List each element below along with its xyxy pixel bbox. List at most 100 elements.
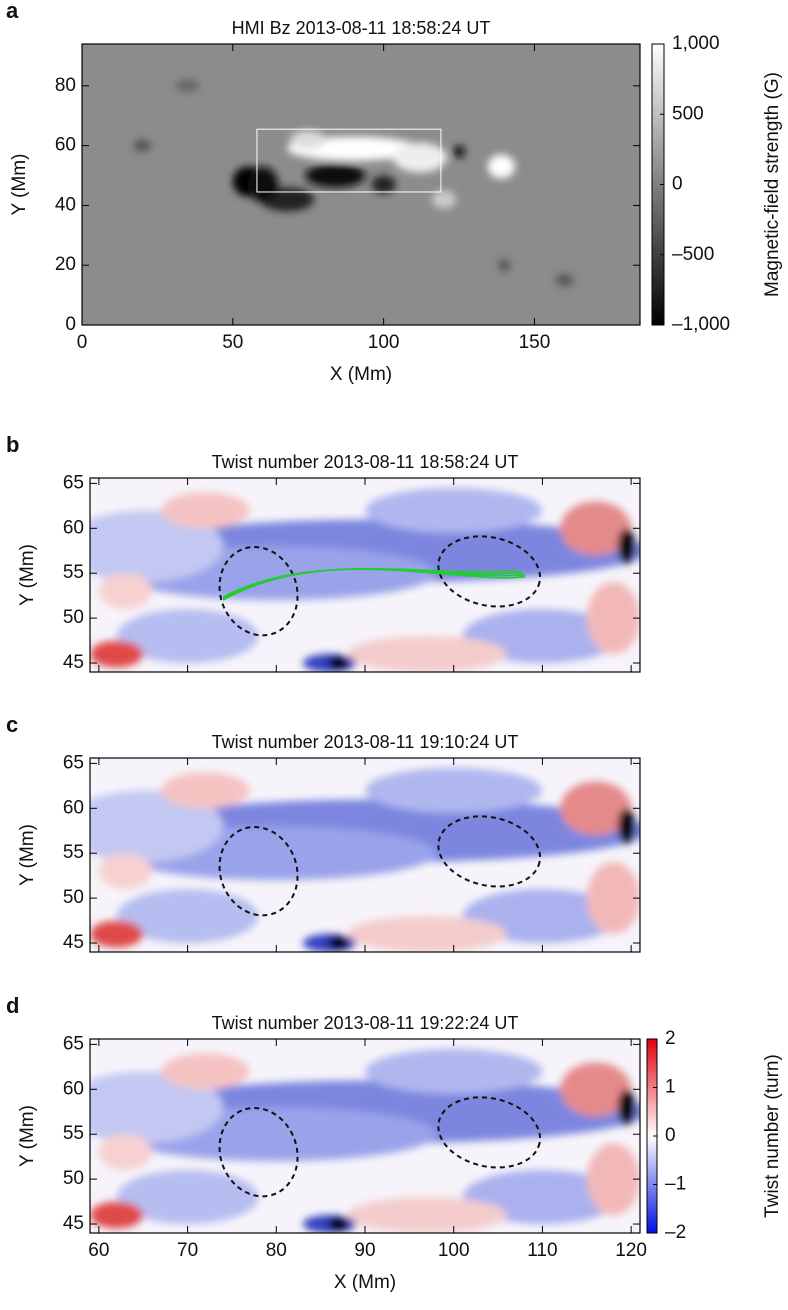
colorbar-tick-label: 1 bbox=[665, 1077, 676, 1098]
colorbar-tick-label: –2 bbox=[665, 1222, 686, 1243]
y-tick-label: 45 bbox=[63, 932, 84, 953]
panel: b Twist number 2013-08-11 18:58:24 UT 45 50… bbox=[6, 432, 641, 673]
texture-blob bbox=[90, 790, 224, 863]
x-tick-label: 0 bbox=[77, 332, 88, 353]
dashed-ellipse bbox=[437, 815, 542, 888]
texture-blob bbox=[160, 492, 250, 529]
x-tick-label: 110 bbox=[527, 1240, 557, 1261]
colorbar-tick-label: –1,000 bbox=[672, 314, 730, 335]
panel-letter: a bbox=[6, 0, 19, 23]
y-tick-label: 65 bbox=[63, 752, 84, 773]
texture-blob bbox=[586, 582, 640, 655]
texture-blob bbox=[98, 1134, 153, 1171]
colorbar-tick-label: 2 bbox=[665, 1028, 676, 1049]
texture-blob bbox=[617, 1089, 636, 1126]
image-texture bbox=[90, 487, 640, 672]
texture-blob bbox=[90, 640, 144, 668]
texture-blob bbox=[371, 175, 396, 194]
texture-blob bbox=[617, 528, 636, 565]
texture-blob bbox=[347, 916, 507, 952]
texture-blob bbox=[90, 510, 224, 583]
texture-blob bbox=[327, 935, 350, 951]
colorbar-tick-label: 0 bbox=[665, 1125, 676, 1146]
texture-blob bbox=[116, 609, 259, 664]
colorbar-label: Twist number (turn) bbox=[762, 1054, 783, 1218]
image-texture bbox=[133, 79, 574, 287]
panel: c Twist number 2013-08-11 19:10:24 UT 45 50… bbox=[6, 712, 641, 953]
texture-blob bbox=[487, 154, 515, 179]
panel: d Twist number 2013-08-11 19:22:24 UT 60 70… bbox=[6, 993, 783, 1293]
texture-blob bbox=[586, 1143, 640, 1216]
y-tick-label: 50 bbox=[63, 607, 84, 628]
y-axis-label: Y (Mm) bbox=[17, 544, 38, 606]
image-area bbox=[90, 758, 640, 952]
frame bbox=[81, 43, 641, 326]
texture-blob bbox=[365, 767, 543, 813]
y-tick-label: 60 bbox=[55, 135, 76, 156]
texture-blob bbox=[560, 781, 632, 836]
x-tick-label: 100 bbox=[438, 1240, 470, 1261]
texture-blob bbox=[90, 1201, 144, 1229]
texture-blob bbox=[160, 772, 250, 809]
x-tick-label: 120 bbox=[615, 1240, 647, 1261]
texture-blob bbox=[365, 1048, 543, 1094]
texture-blob bbox=[392, 142, 447, 173]
y-tick-label: 65 bbox=[63, 472, 84, 493]
y-tick-label: 55 bbox=[63, 562, 84, 583]
texture-blob bbox=[617, 808, 636, 845]
x-tick-label: 50 bbox=[222, 332, 243, 353]
colorbar-tick-label: –1 bbox=[665, 1174, 686, 1195]
image-texture bbox=[90, 1048, 640, 1233]
colorbar-tick-label: 1,000 bbox=[672, 33, 720, 54]
texture-blob bbox=[247, 166, 279, 203]
texture-blob bbox=[305, 163, 366, 188]
colorbar-tick-label: 0 bbox=[672, 174, 683, 195]
image-texture bbox=[90, 767, 640, 952]
image-area bbox=[90, 1039, 640, 1233]
x-axis-label: X (Mm) bbox=[330, 364, 392, 385]
texture-blob bbox=[555, 274, 574, 287]
image-area bbox=[82, 44, 640, 325]
texture-blob bbox=[560, 1062, 632, 1117]
y-tick-label: 45 bbox=[63, 1213, 84, 1234]
y-axis-label: Y (Mm) bbox=[17, 1105, 38, 1167]
x-tick-label: 70 bbox=[177, 1240, 198, 1261]
texture-blob bbox=[347, 1197, 507, 1233]
y-axis-label: Y (Mm) bbox=[17, 824, 38, 886]
texture-blob bbox=[431, 190, 457, 209]
texture-blob bbox=[98, 573, 153, 610]
texture-blob bbox=[327, 1216, 350, 1232]
panel-letter: c bbox=[6, 712, 18, 737]
y-tick-label: 0 bbox=[65, 314, 76, 335]
texture-blob bbox=[90, 920, 144, 948]
panel-title: Twist number 2013-08-11 19:10:24 UT bbox=[212, 732, 519, 752]
texture-blob bbox=[365, 487, 543, 533]
y-tick-label: 55 bbox=[63, 842, 84, 863]
texture-blob bbox=[452, 145, 466, 158]
y-tick-label: 20 bbox=[55, 254, 76, 275]
texture-blob bbox=[586, 862, 640, 935]
panel-letter: b bbox=[6, 432, 19, 457]
texture-blob bbox=[133, 139, 152, 152]
panel-title: HMI Bz 2013-08-11 18:58:24 UT bbox=[232, 18, 491, 38]
region-box bbox=[256, 128, 442, 193]
y-axis-label: Y (Mm) bbox=[9, 154, 30, 216]
field-line bbox=[222, 568, 525, 598]
dashed-ellipse bbox=[218, 1106, 299, 1198]
x-tick-label: 80 bbox=[266, 1240, 287, 1261]
y-tick-label: 60 bbox=[63, 797, 84, 818]
panel-letter: d bbox=[6, 993, 19, 1018]
panel-title: Twist number 2013-08-11 18:58:24 UT bbox=[212, 452, 519, 472]
x-tick-label: 100 bbox=[368, 332, 400, 353]
texture-blob bbox=[116, 889, 259, 944]
y-tick-label: 60 bbox=[63, 517, 84, 538]
texture-blob bbox=[327, 655, 350, 671]
texture-blob bbox=[175, 79, 200, 92]
dashed-ellipse bbox=[437, 1096, 542, 1169]
texture-blob bbox=[98, 853, 153, 890]
x-tick-label: 90 bbox=[354, 1240, 375, 1261]
y-tick-label: 80 bbox=[55, 75, 76, 96]
y-tick-label: 55 bbox=[63, 1123, 84, 1144]
x-tick-label: 60 bbox=[88, 1240, 109, 1261]
